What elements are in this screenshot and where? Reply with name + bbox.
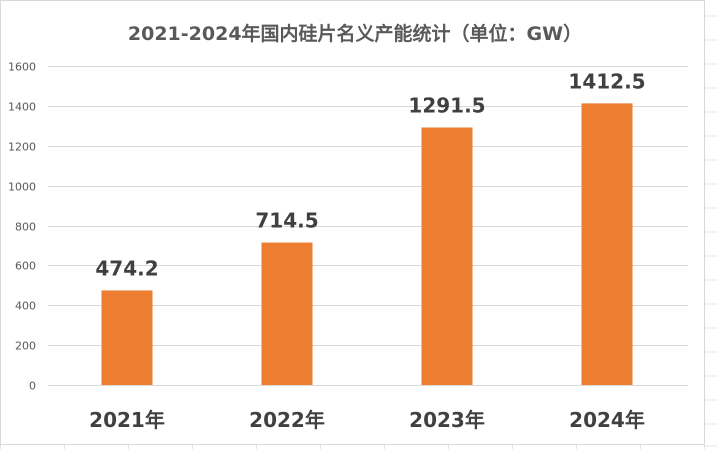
x-tick-label: 2024年 <box>569 408 645 432</box>
bar-2023年 <box>421 127 473 385</box>
value-label: 714.5 <box>255 209 318 233</box>
horizontal-gridlines <box>48 66 688 386</box>
value-label: 1412.5 <box>568 69 645 93</box>
value-label: 1291.5 <box>408 94 485 118</box>
y-axis-tick-labels: 0 200 400 600 800 1000 1200 1400 1600 <box>8 61 36 393</box>
y-tick-label: 1200 <box>8 141 36 154</box>
bar-2021年 <box>101 290 153 385</box>
value-labels: 474.2 714.5 1291.5 1412.5 <box>95 69 645 280</box>
y-tick-label: 1400 <box>8 101 36 114</box>
chart-title: 2021-2024年国内硅片名义产能统计（单位：GW） <box>128 22 582 45</box>
x-tick-label: 2023年 <box>409 408 485 432</box>
x-tick-label: 2021年 <box>89 408 165 432</box>
bar-2022年 <box>261 242 313 385</box>
y-tick-label: 800 <box>15 221 36 234</box>
y-tick-label: 400 <box>15 300 36 313</box>
bar-2024年 <box>581 103 633 385</box>
spreadsheet-gridlines <box>0 15 717 449</box>
y-tick-label: 1000 <box>8 181 36 194</box>
y-tick-label: 1600 <box>8 61 36 74</box>
x-tick-label: 2022年 <box>249 408 325 432</box>
y-tick-label: 600 <box>15 260 36 273</box>
bars <box>101 103 633 385</box>
y-tick-label: 200 <box>15 340 36 353</box>
value-label: 474.2 <box>95 256 158 280</box>
y-tick-label: 0 <box>29 380 36 393</box>
x-axis-tick-labels: 2021年 2022年 2023年 2024年 <box>89 408 645 432</box>
